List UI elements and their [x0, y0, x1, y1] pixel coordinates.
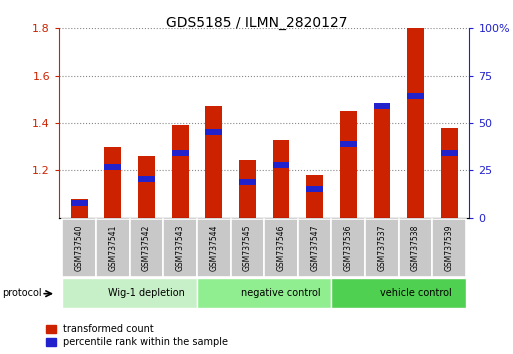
Bar: [172, 150, 188, 156]
Text: GSM737545: GSM737545: [243, 224, 252, 271]
FancyBboxPatch shape: [197, 278, 331, 308]
Text: GSM737536: GSM737536: [344, 224, 353, 271]
Bar: [340, 111, 357, 218]
Bar: [105, 165, 121, 170]
Legend: transformed count, percentile rank within the sample: transformed count, percentile rank withi…: [46, 325, 228, 347]
Bar: [306, 186, 323, 192]
Bar: [306, 175, 323, 218]
Bar: [407, 28, 424, 218]
Bar: [407, 93, 424, 99]
Bar: [205, 129, 222, 135]
Text: GSM737540: GSM737540: [75, 224, 84, 271]
Bar: [373, 103, 390, 109]
FancyBboxPatch shape: [63, 219, 96, 277]
Text: GSM737542: GSM737542: [142, 224, 151, 271]
Text: Wig-1 depletion: Wig-1 depletion: [108, 288, 185, 298]
FancyBboxPatch shape: [63, 278, 197, 308]
FancyBboxPatch shape: [130, 219, 163, 277]
FancyBboxPatch shape: [197, 219, 230, 277]
FancyBboxPatch shape: [298, 219, 331, 277]
Bar: [239, 160, 256, 218]
Text: GSM737539: GSM737539: [445, 224, 453, 271]
Bar: [272, 139, 289, 218]
Bar: [138, 176, 155, 182]
Text: GSM737543: GSM737543: [175, 224, 185, 271]
FancyBboxPatch shape: [432, 219, 466, 277]
FancyBboxPatch shape: [230, 219, 264, 277]
Bar: [138, 156, 155, 218]
Bar: [340, 141, 357, 147]
Bar: [373, 104, 390, 218]
FancyBboxPatch shape: [264, 219, 298, 277]
Bar: [205, 107, 222, 218]
Bar: [71, 200, 88, 206]
Text: GSM737544: GSM737544: [209, 224, 218, 271]
FancyBboxPatch shape: [163, 219, 197, 277]
Bar: [441, 128, 458, 218]
Text: vehicle control: vehicle control: [380, 288, 451, 298]
Bar: [172, 125, 188, 218]
Bar: [105, 147, 121, 218]
Text: GSM737541: GSM737541: [108, 224, 117, 271]
Bar: [71, 199, 88, 218]
FancyBboxPatch shape: [331, 219, 365, 277]
Bar: [239, 179, 256, 184]
Text: protocol: protocol: [3, 288, 42, 298]
Text: negative control: negative control: [241, 288, 321, 298]
FancyBboxPatch shape: [96, 219, 130, 277]
Text: GSM737538: GSM737538: [411, 224, 420, 271]
FancyBboxPatch shape: [331, 278, 466, 308]
Bar: [272, 162, 289, 168]
Text: GDS5185 / ILMN_2820127: GDS5185 / ILMN_2820127: [166, 16, 347, 30]
Text: GSM737537: GSM737537: [378, 224, 386, 271]
FancyBboxPatch shape: [399, 219, 432, 277]
FancyBboxPatch shape: [365, 219, 399, 277]
Text: GSM737547: GSM737547: [310, 224, 319, 271]
Text: GSM737546: GSM737546: [277, 224, 286, 271]
Bar: [441, 150, 458, 156]
